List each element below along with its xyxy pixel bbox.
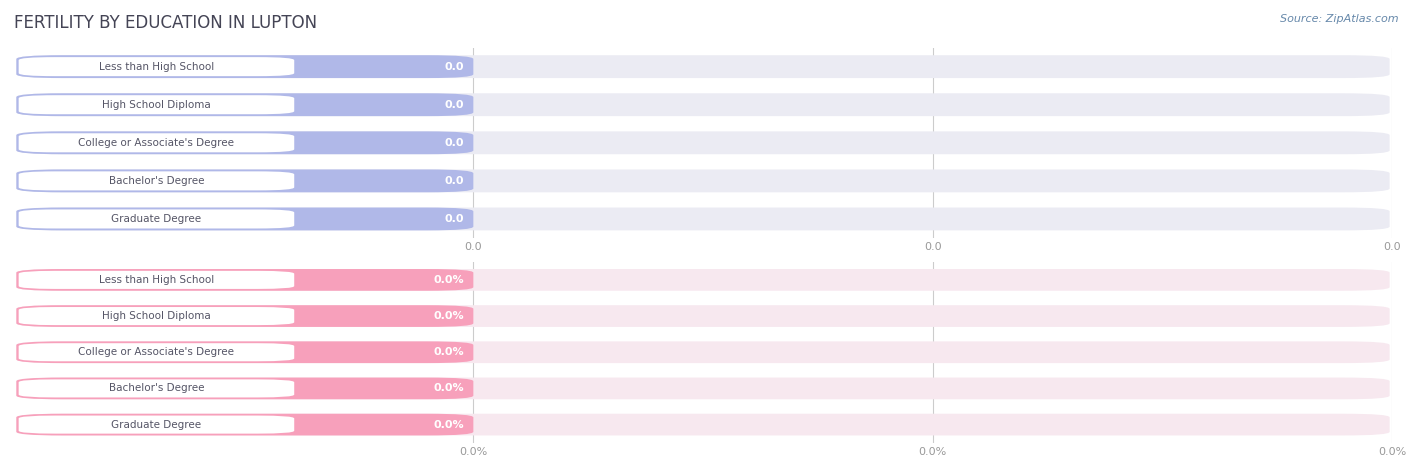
FancyBboxPatch shape: [17, 169, 474, 192]
Text: FERTILITY BY EDUCATION IN LUPTON: FERTILITY BY EDUCATION IN LUPTON: [14, 14, 318, 32]
FancyBboxPatch shape: [18, 133, 294, 152]
Text: Graduate Degree: Graduate Degree: [111, 419, 201, 430]
Text: 0.0%: 0.0%: [433, 311, 464, 321]
Text: High School Diploma: High School Diploma: [103, 311, 211, 321]
FancyBboxPatch shape: [18, 379, 294, 397]
FancyBboxPatch shape: [17, 208, 1389, 230]
FancyBboxPatch shape: [17, 55, 474, 78]
Text: 0.0: 0.0: [444, 99, 464, 110]
FancyBboxPatch shape: [17, 131, 474, 154]
FancyBboxPatch shape: [18, 307, 294, 325]
Text: Less than High School: Less than High School: [98, 275, 214, 285]
FancyBboxPatch shape: [17, 377, 1389, 399]
FancyBboxPatch shape: [18, 57, 294, 76]
Text: 0.0: 0.0: [444, 61, 464, 72]
FancyBboxPatch shape: [18, 171, 294, 190]
FancyBboxPatch shape: [18, 416, 294, 434]
FancyBboxPatch shape: [18, 95, 294, 114]
FancyBboxPatch shape: [17, 93, 1389, 116]
FancyBboxPatch shape: [17, 93, 474, 116]
FancyBboxPatch shape: [17, 377, 474, 399]
Text: College or Associate's Degree: College or Associate's Degree: [79, 138, 235, 148]
FancyBboxPatch shape: [17, 414, 1389, 436]
Text: Less than High School: Less than High School: [98, 61, 214, 72]
Text: College or Associate's Degree: College or Associate's Degree: [79, 347, 235, 357]
FancyBboxPatch shape: [17, 341, 1389, 363]
FancyBboxPatch shape: [18, 271, 294, 289]
FancyBboxPatch shape: [17, 208, 474, 230]
FancyBboxPatch shape: [17, 269, 474, 291]
Text: Source: ZipAtlas.com: Source: ZipAtlas.com: [1281, 14, 1399, 24]
FancyBboxPatch shape: [17, 414, 474, 436]
FancyBboxPatch shape: [17, 341, 474, 363]
Text: Bachelor's Degree: Bachelor's Degree: [108, 176, 204, 186]
Text: Graduate Degree: Graduate Degree: [111, 214, 201, 224]
Text: 0.0%: 0.0%: [433, 419, 464, 430]
Text: 0.0: 0.0: [444, 138, 464, 148]
Text: 0.0%: 0.0%: [433, 383, 464, 394]
Text: 0.0: 0.0: [444, 176, 464, 186]
Text: 0.0%: 0.0%: [433, 347, 464, 357]
Text: Bachelor's Degree: Bachelor's Degree: [108, 383, 204, 394]
Text: 0.0: 0.0: [444, 214, 464, 224]
FancyBboxPatch shape: [17, 169, 1389, 192]
FancyBboxPatch shape: [17, 269, 1389, 291]
FancyBboxPatch shape: [17, 131, 1389, 154]
FancyBboxPatch shape: [17, 305, 1389, 327]
Text: 0.0%: 0.0%: [433, 275, 464, 285]
FancyBboxPatch shape: [17, 55, 1389, 78]
FancyBboxPatch shape: [17, 305, 474, 327]
FancyBboxPatch shape: [18, 209, 294, 228]
Text: High School Diploma: High School Diploma: [103, 99, 211, 110]
FancyBboxPatch shape: [18, 343, 294, 361]
